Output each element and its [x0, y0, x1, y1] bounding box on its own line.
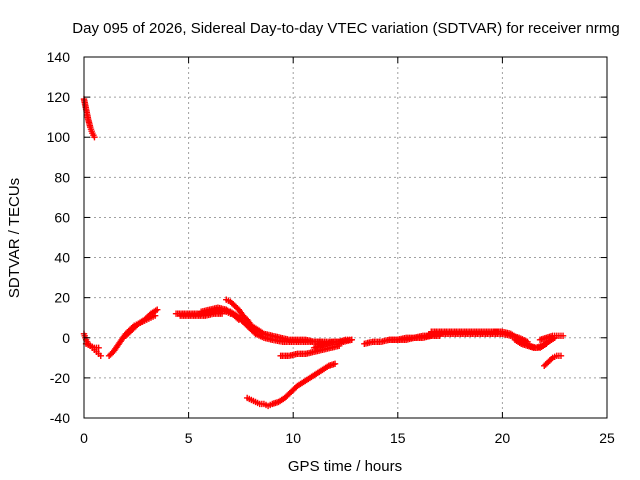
series-arc-18 [428, 328, 502, 335]
series-arc-5 [122, 306, 161, 339]
data-point [331, 360, 339, 368]
x-tick-label: 0 [80, 430, 88, 446]
data-point [91, 134, 98, 141]
data-point [348, 336, 355, 343]
data-point [97, 352, 104, 360]
series-arc-21 [536, 332, 567, 343]
y-axis: -40 -20 0 20 40 60 80 100 120 140 [47, 49, 607, 426]
y-tick-label: -40 [50, 410, 70, 426]
data-point [154, 306, 161, 313]
y-tick-label: 0 [62, 330, 70, 346]
data-point [548, 355, 555, 363]
x-axis-label: GPS time / hours [288, 458, 402, 475]
x-axis: 0 5 10 15 20 25 [80, 57, 615, 446]
y-tick-label: 140 [47, 49, 71, 65]
series-arc-11 [243, 360, 339, 410]
plot-frame [83, 56, 608, 419]
series-arc-14 [315, 336, 355, 347]
series-arc-7 [177, 310, 226, 319]
x-tick-label: 10 [285, 430, 301, 446]
x-tick-label: 20 [495, 430, 511, 446]
x-tick-label: 15 [390, 430, 406, 446]
data-point [543, 340, 550, 347]
y-axis-label: SDTVAR / TECUs [6, 178, 23, 298]
y-tick-label: -20 [50, 370, 70, 386]
y-tick-label: 20 [54, 290, 70, 306]
data-point [95, 344, 102, 352]
data-point [218, 310, 226, 317]
y-tick-label: 120 [47, 89, 71, 105]
x-tick-label: 5 [185, 430, 193, 446]
x-tick-label: 25 [599, 430, 615, 446]
y-tick-label: 80 [54, 169, 70, 185]
y-tick-label: 40 [54, 250, 70, 266]
data-point [557, 352, 565, 360]
data-point [559, 332, 567, 339]
y-tick-label: 60 [54, 209, 70, 225]
chart-title: Day 095 of 2026, Sidereal Day-to-day VTE… [72, 20, 619, 37]
series-arc-22 [541, 352, 565, 370]
series-arc-3 [82, 340, 102, 352]
series-arc-20 [511, 336, 550, 352]
plot-area [80, 95, 567, 410]
y-tick-label: 100 [47, 129, 71, 145]
